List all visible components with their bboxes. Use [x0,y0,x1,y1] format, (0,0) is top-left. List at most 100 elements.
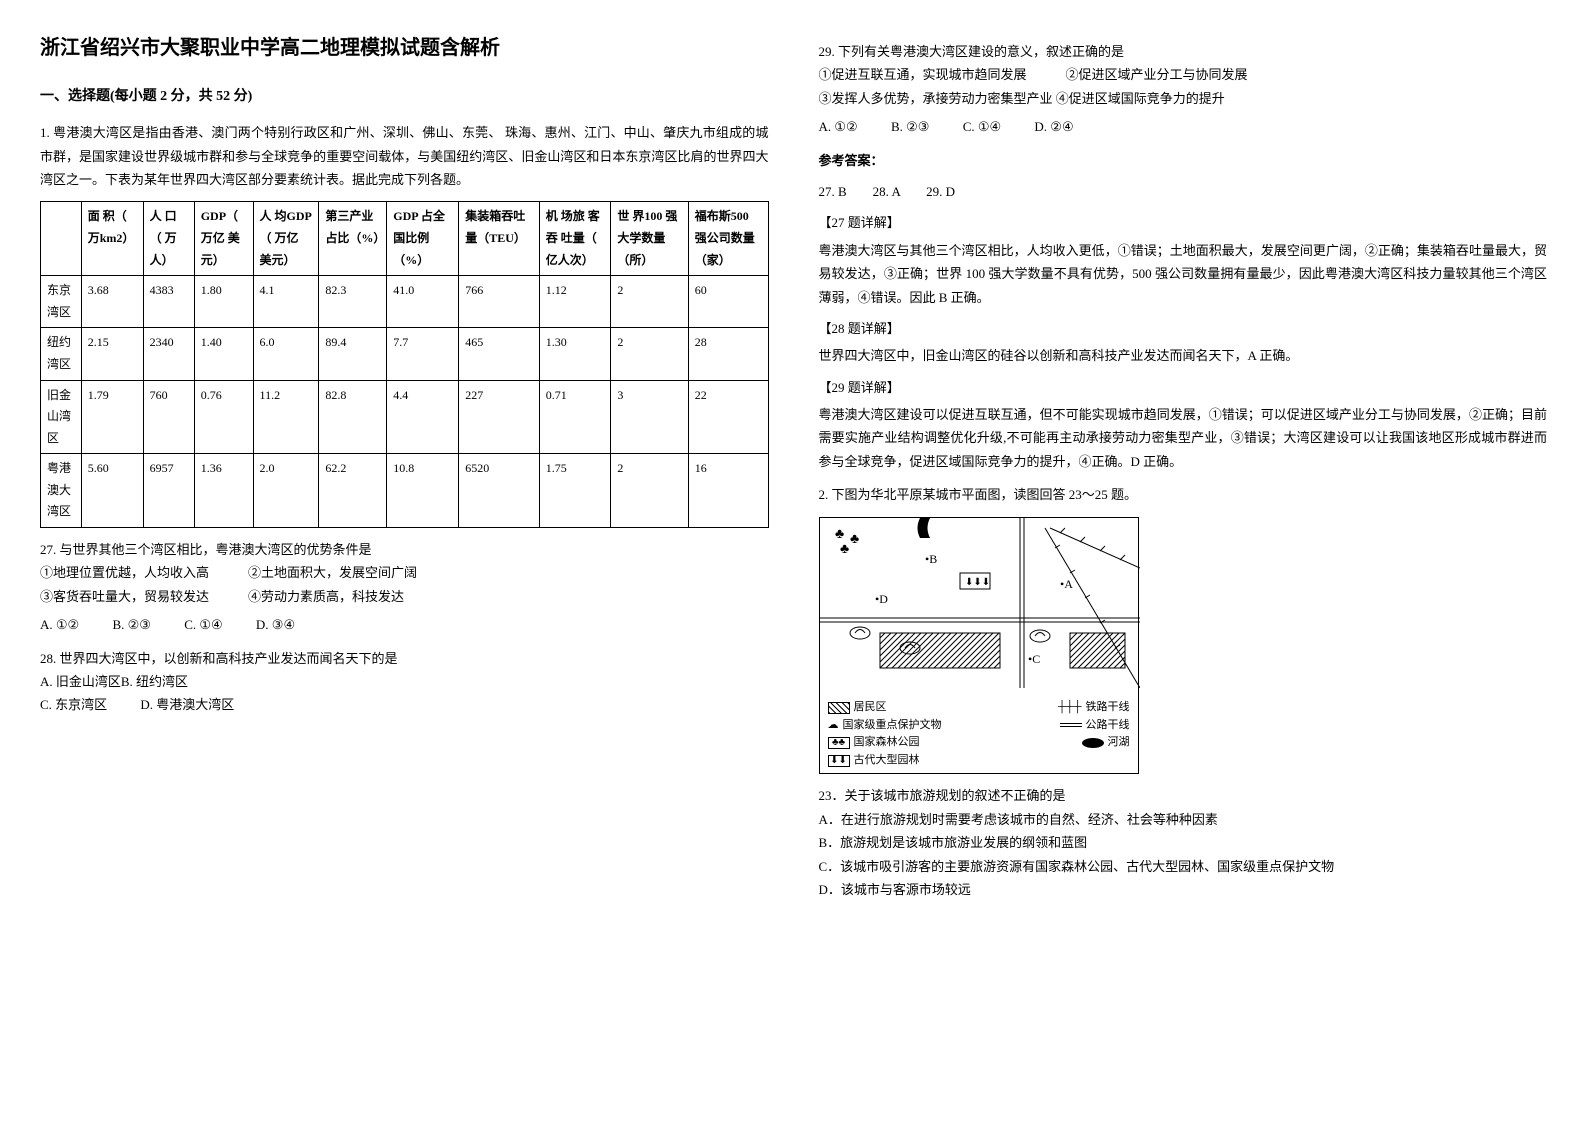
cell: 0.76 [194,380,253,454]
q23-stem: 23．关于该城市旅游规划的叙述不正确的是 [819,784,1548,807]
cell: 1.36 [194,454,253,528]
q28-options-1: A. 旧金山湾区B. 纽约湾区 [40,670,769,693]
q29-line2: ③发挥人多优势，承接劳动力密集型产业 ④促进区域国际竞争力的提升 [819,87,1548,110]
cell: 5.60 [81,454,143,528]
legend-railway: ┼┼┼铁路干线 [1058,699,1129,717]
th: 面 积（ 万km2） [81,202,143,276]
q28: 28. 世界四大湾区中，以创新和高科技产业发达而闻名天下的是 A. 旧金山湾区B… [40,647,769,717]
q23-a: A．在进行旅游规划时需要考虑该城市的自然、经济、社会等种种因素 [819,808,1548,831]
th: 人 均GDP（ 万亿 美元） [253,202,319,276]
tree-icon: ♣ [850,532,859,547]
map-legend: 居民区 ┼┼┼铁路干线 ☁国家级重点保护文物 公路干线 ♣♣国家森林公园 河湖 … [820,695,1138,773]
trees-icon: ♣♣ [828,737,850,749]
map-svg: ♣ ♣ ♣ ⬇⬇⬇ •B •D •A •C [820,518,1140,688]
option-d: D. 粤港澳大湾区 [140,693,234,716]
q29-options: A. ①② B. ②③ C. ①④ D. ②④ [819,115,1548,138]
exp28-heading: 【28 题详解】 [819,317,1548,340]
cell: 1.12 [539,276,611,328]
garden-icon: ⬇⬇ [828,755,850,767]
table-header-row: 面 积（ 万km2） 人 口（ 万人） GDP（ 万亿 美元） 人 均GDP（ … [41,202,769,276]
cell: 1.80 [194,276,253,328]
cell: 2 [611,276,688,328]
rail-icon: ┼┼┼ [1058,699,1081,717]
option-c: C. ①④ [184,613,222,636]
cell: 1.75 [539,454,611,528]
cell: 10.8 [387,454,459,528]
option-c: C. ①④ [963,115,1001,138]
cell: 11.2 [253,380,319,454]
cell: 760 [143,380,194,454]
legend-relic: ☁国家级重点保护文物 [828,717,942,735]
exp29-text: 粤港澳大湾区建设可以促进互联互通，但不可能实现城市趋同发展，①错误；可以促进区域… [819,403,1548,473]
cell: 89.4 [319,328,387,380]
q23-b: B．旅游规划是该城市旅游业发展的纲领和蓝图 [819,831,1548,854]
table-row: 粤港澳大湾区5.6069571.362.062.210.865201.75216 [41,454,769,528]
cell: 766 [459,276,540,328]
q23-c: C．该城市吸引游客的主要旅游资源有国家森林公园、古代大型园林、国家级重点保护文物 [819,855,1548,878]
cell: 2 [611,454,688,528]
th: 世 界100 强大学数量（所） [611,202,688,276]
table-row: 旧金山湾区1.797600.7611.282.84.42270.71322 [41,380,769,454]
th: 福布斯500 强公司数量（家） [688,202,768,276]
option-a: A. ①② [40,613,79,636]
option-a: A. ①② [819,115,858,138]
q29-line1: ①促进互联互通，实现城市趋同发展 ②促进区域产业分工与协同发展 [819,63,1548,86]
row-label: 旧金山湾区 [41,380,82,454]
cell: 62.2 [319,454,387,528]
q29: 29. 下列有关粤港澳大湾区建设的意义，叙述正确的是 ①促进互联互通，实现城市趋… [819,40,1548,139]
point-a: •A [1060,577,1073,591]
tree-icon: ♣ [840,542,849,557]
point-c: •C [1028,652,1040,666]
cell: 16 [688,454,768,528]
cell: 2.15 [81,328,143,380]
table-row: 东京湾区3.6843831.804.182.341.07661.12260 [41,276,769,328]
cell: 6.0 [253,328,319,380]
cell: 4.4 [387,380,459,454]
cell: 227 [459,380,540,454]
legend-garden: ⬇⬇古代大型园林 [828,752,920,770]
th [41,202,82,276]
cell: 82.3 [319,276,387,328]
q28-stem: 28. 世界四大湾区中，以创新和高科技产业发达而闻名天下的是 [40,647,769,670]
cell: 4383 [143,276,194,328]
cell: 2 [611,328,688,380]
option-b: B. ②③ [891,115,929,138]
th: GDP 占全国比例（%） [387,202,459,276]
relic-icon: ☁ [828,717,839,735]
option-b: B. ②③ [112,613,150,636]
cell: 7.7 [387,328,459,380]
city-map-diagram: ♣ ♣ ♣ ⬇⬇⬇ •B •D •A •C 居民区 ┼┼┼铁路干线 [819,517,1139,775]
answers: 27. B 28. A 29. D [819,180,1548,203]
exp28-text: 世界四大湾区中，旧金山湾区的硅谷以创新和高科技产业发达而闻名天下，A 正确。 [819,344,1548,367]
cell: 1.79 [81,380,143,454]
row-label: 东京湾区 [41,276,82,328]
right-column: 29. 下列有关粤港澳大湾区建设的意义，叙述正确的是 ①促进互联互通，实现城市趋… [819,30,1548,911]
left-column: 浙江省绍兴市大聚职业中学高二地理模拟试题含解析 一、选择题(每小题 2 分，共 … [40,30,769,911]
road-icon [1060,723,1082,727]
garden-icon: ⬇⬇⬇ [965,577,990,588]
option-a: A. 旧金山湾区 [40,674,121,689]
row-label: 粤港澳大湾区 [41,454,82,528]
option-d: D. ②④ [1034,115,1073,138]
lake-icon [1082,738,1104,748]
cell: 60 [688,276,768,328]
cell: 1.30 [539,328,611,380]
table-row: 纽约湾区2.1523401.406.089.47.74651.30228 [41,328,769,380]
tree-icon: ♣ [835,527,844,542]
th: 集装箱吞吐量（TEU） [459,202,540,276]
cell: 3 [611,380,688,454]
th: 人 口（ 万人） [143,202,194,276]
th: 第三产业占比（%） [319,202,387,276]
cell: 2340 [143,328,194,380]
cell: 0.71 [539,380,611,454]
q27-line1: ①地理位置优越，人均收入高 ②土地面积大，发展空间广阔 [40,561,769,584]
q27-options: A. ①② B. ②③ C. ①④ D. ③④ [40,613,769,636]
cell: 6520 [459,454,540,528]
section-heading: 一、选择题(每小题 2 分，共 52 分) [40,84,769,109]
cell: 28 [688,328,768,380]
q23-d: D．该城市与客源市场较远 [819,878,1548,901]
legend-lake: 河湖 [1082,734,1130,752]
legend-forest: ♣♣国家森林公园 [828,734,920,752]
q29-stem: 29. 下列有关粤港澳大湾区建设的意义，叙述正确的是 [819,40,1548,63]
hatch-icon [828,702,850,714]
